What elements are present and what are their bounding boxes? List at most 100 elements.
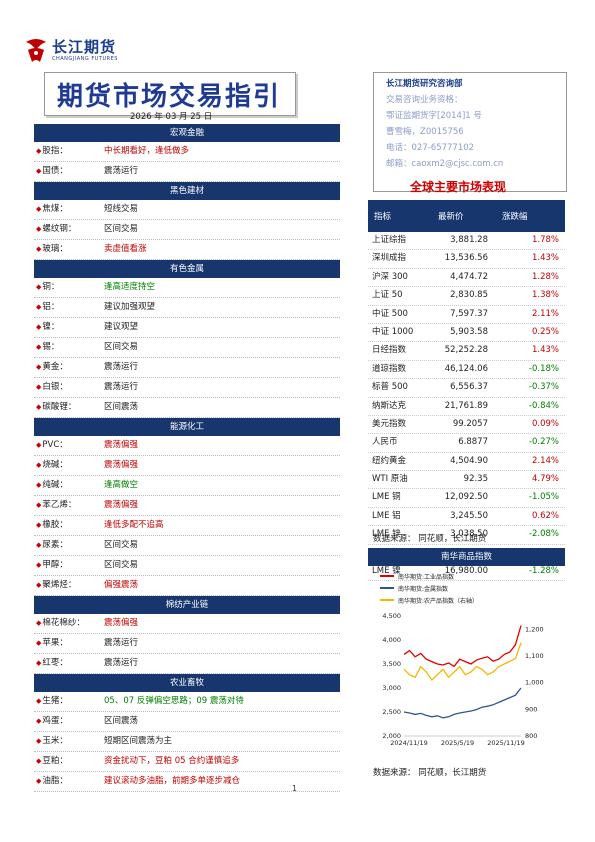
commodity-label: ◆白银： [36,378,68,397]
diamond-bullet-icon: ◆ [36,619,42,627]
diamond-bullet-icon: ◆ [36,441,42,449]
commodity-name: 焦煤： [42,204,68,214]
contact-line: 交易咨询业务资格： [386,95,463,105]
change-pct: 4.79% [531,474,559,485]
commodity-name: 鸡蛋： [42,716,68,726]
latest-price: 46,124.06 [444,363,488,374]
diamond-bullet-icon: ◆ [36,245,42,253]
diamond-bullet-icon: ◆ [36,659,42,667]
indicator-name: 沪深 300 [372,271,408,282]
market-row: LME 铜 12,092.50 -1.05% [368,489,565,508]
latest-price: 2,830.85 [450,290,488,301]
strategy-row: ◆生猪： 05、07 反弹偏空思路；09 震荡对待 [34,692,340,712]
strategy-value: 区间交易 [104,342,139,352]
strategy-row: ◆黄金： 震荡运行 [34,358,340,378]
change-pct: -1.28% [528,566,559,577]
strategy-value: 区间交易 [104,224,139,234]
strategy-value: 05、07 反弹偏空思路；09 震荡对待 [104,696,244,706]
contact-box: 长江期货研究咨询部 交易咨询业务资格： 鄂证监期货字[2014]1 号 曹雪梅，… [373,72,567,192]
indicator-name: 美元指数 [372,418,407,429]
indicator-name: LME 锌 [372,529,401,540]
commodity-name: 生猪： [42,696,68,706]
strategy-value: 建议加强观望 [104,302,156,312]
latest-price: 21,761.89 [444,400,488,411]
commodity-name: 白银： [42,382,68,392]
strategy-row: ◆橡胶： 逢低多配不追高 [34,516,340,536]
commodity-name: 苹果： [42,638,68,648]
strategy-value: 震荡运行 [104,166,139,176]
strategy-table: 宏观金融 ◆股指： 中长期看好，逢低做多 ◆国债： 震荡运行 黑色建材 ◆焦煤： 短线交易 ◆螺… [34,124,340,792]
market-row: 道琼指数 46,124.06 -0.18% [368,361,565,380]
logo-text: 长江期货 [52,38,117,56]
strategy-value: 震荡偏强 [104,618,139,628]
commodity-label: ◆锡： [36,338,59,357]
strategy-value: 震荡偏强 [104,460,139,470]
x-tick-label: 2025/5/19 [441,739,474,747]
series-line [403,687,522,719]
strategy-value: 建议滚动多油脂，前期多单逐步减仓 [104,776,241,786]
section-header: 能源化工 [34,418,340,436]
strategy-row: ◆聚烯烃： 偏强震荡 [34,576,340,596]
strategy-value: 资金扰动下，豆粕 05 合约谨慎追多 [104,756,240,766]
strategy-value: 震荡运行 [104,658,139,668]
market-rows: 上证综指 3,881.28 1.78% 深圳成指 13,536.56 1.43% 沪深 30… [368,232,565,582]
strategy-row: ◆红枣： 震荡运行 [34,654,340,674]
strategy-value: 震荡运行 [104,638,139,648]
strategy-row: ◆纯碱： 逢高做空 [34,476,340,496]
commodity-name: 玻璃： [42,244,68,254]
header-indicator: 指标 [374,212,392,222]
diamond-bullet-icon: ◆ [36,205,42,213]
market-row: 中证 500 7,597.37 2.11% [368,306,565,324]
strategy-row: ◆白银： 震荡运行 [34,378,340,398]
commodity-label: ◆黄金： [36,358,68,377]
latest-price: 4,504.90 [450,455,488,466]
commodity-name: 铝： [42,302,60,312]
diamond-bullet-icon: ◆ [36,581,42,589]
indicator-name: 纳斯达克 [372,400,407,411]
diamond-bullet-icon: ◆ [36,403,42,411]
contact-email[interactable]: 邮箱：caoxm2@cjsc.com.cn [386,159,504,169]
commodity-name: 铜： [42,282,60,292]
strategy-row: ◆棉花棉纱： 震荡偏强 [34,614,340,634]
strategy-row: ◆铝： 建议加强观望 [34,298,340,318]
market-table-header: 指标 最新价 涨跌幅 [368,200,565,232]
chart-source: 数据来源： 同花顺，长江期货 [373,768,487,778]
logo: 长江期货 CHANGJIANG FUTURES [22,34,162,70]
strategy-value: 中长期看好，逢低做多 [104,146,190,156]
diamond-bullet-icon: ◆ [36,717,42,725]
strategy-row: ◆焦煤： 短线交易 [34,200,340,220]
market-row: 上证综指 3,881.28 1.78% [368,232,565,251]
indicator-name: 道琼指数 [372,363,407,374]
y-left-tick-label: 2,500 [382,708,401,716]
commodity-label: ◆玻璃： [36,240,68,259]
change-pct: 0.62% [531,510,559,521]
indicator-name: 上证综指 [372,235,407,245]
section-header: 宏观金融 [34,124,340,142]
latest-price: 3,881.28 [450,235,488,245]
series-line [403,625,522,668]
x-tick-label: 2025/11/19 [487,739,524,747]
commodity-name: PVC： [42,440,68,450]
strategy-row: ◆甲醇： 区间交易 [34,556,340,576]
strategy-value: 区间震荡 [104,716,139,726]
market-table: 指标 最新价 涨跌幅 上证综指 3,881.28 1.78% 深圳成指 13,536.5… [368,200,565,582]
strategy-value: 逢高适度持空 [104,282,156,292]
commodity-label: ◆焦煤： [36,200,68,219]
commodity-label: ◆红枣： [36,654,68,673]
y-right-tick-label: 1,000 [525,679,544,687]
market-row: 美元指数 99.2057 0.09% [368,416,565,435]
strategy-row: ◆锡： 区间交易 [34,338,340,358]
strategy-row: ◆油脂： 建议滚动多油脂，前期多单逐步减仓 [34,772,340,792]
commodity-label: ◆油脂： [36,772,68,791]
strategy-row: ◆尿素： 区间交易 [34,536,340,556]
page-title: 期货市场交易指引 [57,82,282,112]
commodity-name: 油脂： [42,776,68,786]
market-row: LME 铝 3,245.50 0.62% [368,508,565,527]
latest-price: 16,980.00 [444,566,488,577]
commodity-name: 豆粕： [42,756,68,766]
diamond-bullet-icon: ◆ [36,323,42,331]
commodity-name: 烧碱： [42,460,68,470]
change-pct: -1.05% [528,492,559,503]
commodity-name: 甲醇： [42,560,68,570]
